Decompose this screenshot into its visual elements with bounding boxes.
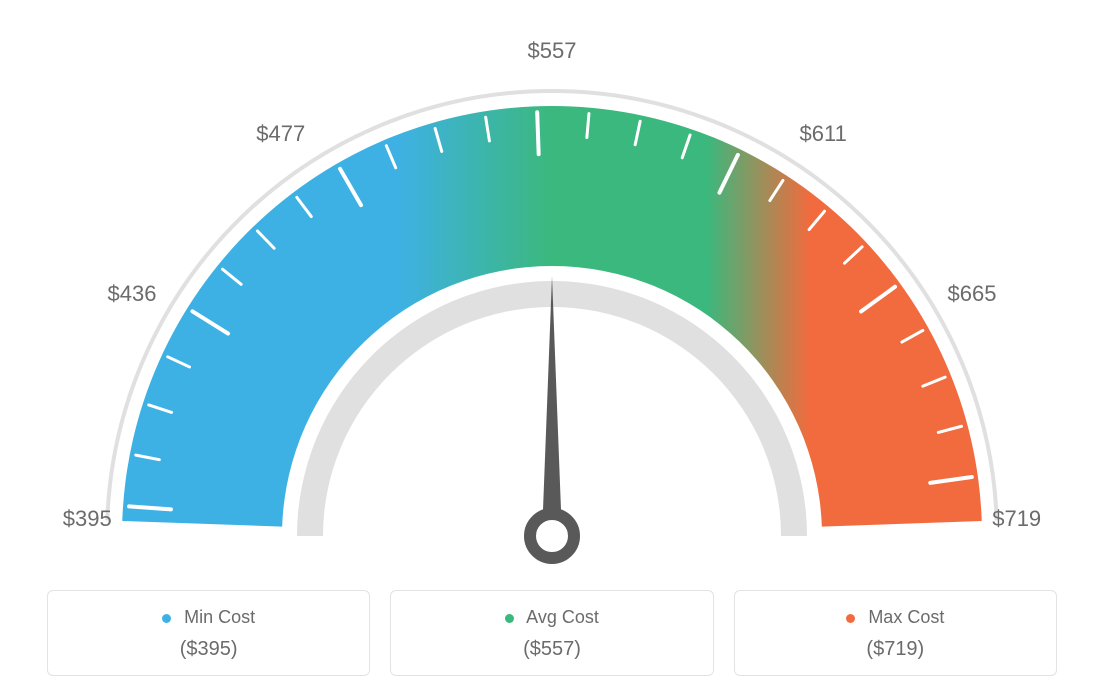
legend-min-label: Min Cost: [184, 607, 255, 627]
legend-avg-title: Avg Cost: [401, 607, 702, 628]
legend-avg: Avg Cost ($557): [390, 590, 713, 676]
gauge-scale-label: $477: [256, 121, 305, 147]
legend-min-dot: [162, 614, 171, 623]
gauge-scale-label: $557: [528, 38, 577, 64]
legend-max-label: Max Cost: [868, 607, 944, 627]
legend-max-title: Max Cost: [745, 607, 1046, 628]
legend-avg-label: Avg Cost: [526, 607, 599, 627]
gauge-scale-label: $719: [992, 506, 1041, 532]
legend-avg-value: ($557): [401, 638, 702, 661]
legend-max: Max Cost ($719): [734, 590, 1057, 676]
gauge-scale-label: $395: [63, 506, 112, 532]
gauge-needle: [530, 276, 574, 558]
legend-max-dot: [846, 614, 855, 623]
cost-gauge: $395 $436 $477 $557 $611 $665 $719: [47, 10, 1057, 570]
legend-min-title: Min Cost: [58, 607, 359, 628]
legend-min: Min Cost ($395): [47, 590, 370, 676]
legend-min-value: ($395): [58, 638, 359, 661]
gauge-scale-label: $611: [800, 121, 847, 147]
gauge-scale-label: $436: [107, 281, 156, 307]
gauge-scale-label: $665: [948, 281, 997, 307]
legend-avg-dot: [505, 614, 514, 623]
legend-max-value: ($719): [745, 638, 1046, 661]
legend-row: Min Cost ($395) Avg Cost ($557) Max Cost…: [47, 590, 1057, 676]
